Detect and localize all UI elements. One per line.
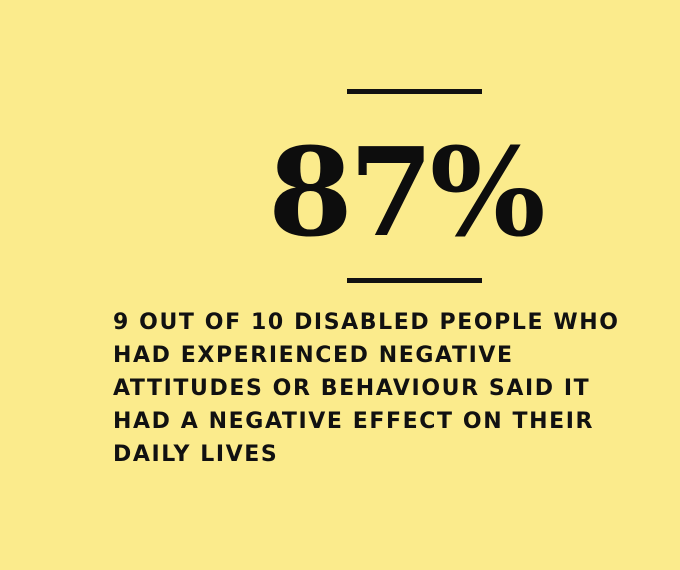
top-divider xyxy=(347,89,482,94)
bottom-divider xyxy=(347,278,482,283)
statistic-value: 87% xyxy=(268,120,546,264)
statistic-caption: 9 OUT OF 10 DISABLED PEOPLE WHO HAD EXPE… xyxy=(113,310,620,467)
